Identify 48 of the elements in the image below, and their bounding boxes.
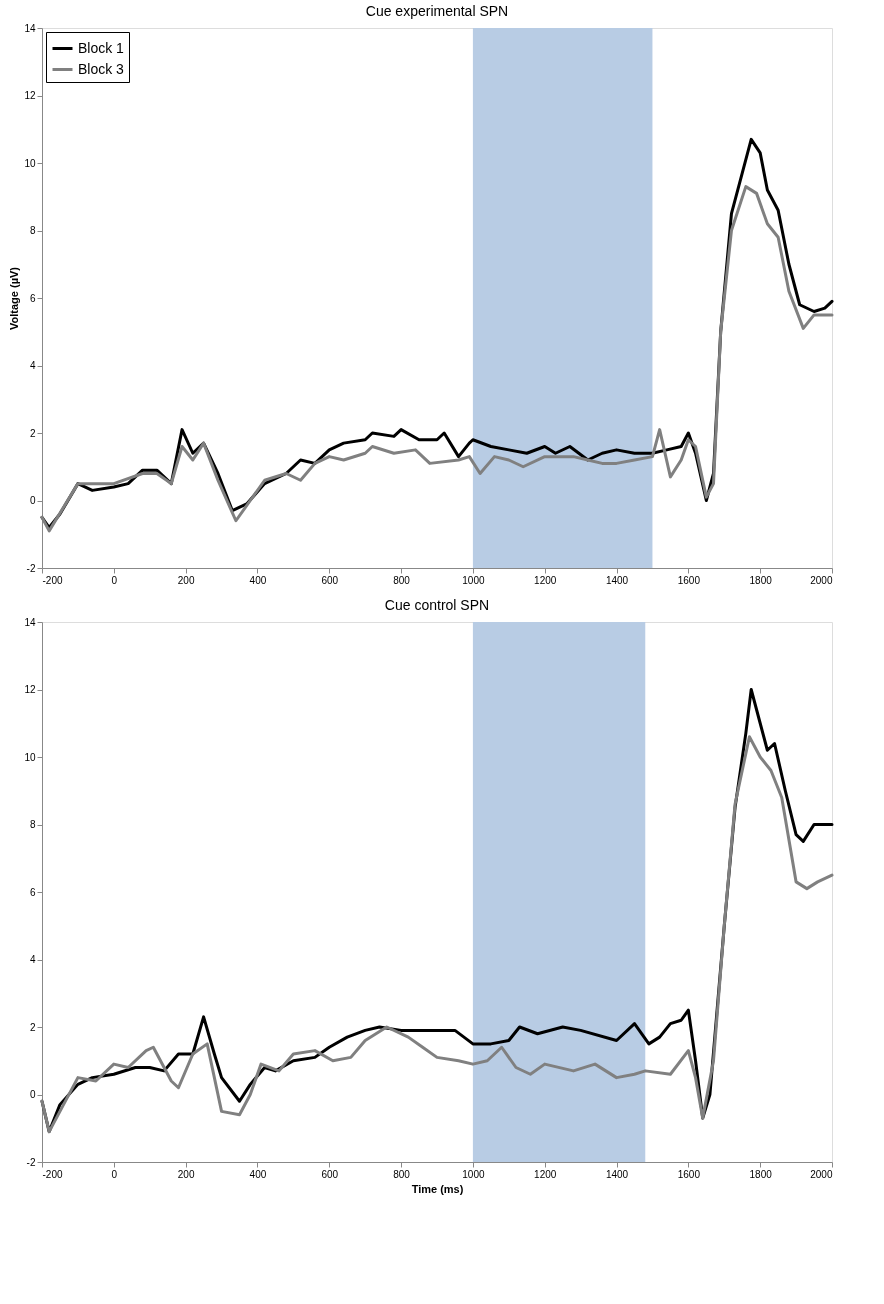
y-tick-label: 6 [29, 886, 36, 898]
x-tick-label: 1800 [749, 574, 773, 586]
chart-title: Cue experimental SPN [365, 3, 509, 19]
x-tick-label: 1600 [677, 1168, 701, 1180]
y-tick-label: 6 [29, 292, 36, 304]
y-tick-label: 8 [29, 225, 36, 236]
x-tick-label: 1400 [605, 574, 629, 586]
x-axis-title: Time (ms) [411, 1182, 464, 1195]
y-tick-label: 2 [29, 1021, 36, 1033]
x-tick-label: -200 [42, 1168, 63, 1180]
x-tick-label: 0 [111, 574, 118, 586]
legend-label: Block 3 [78, 60, 125, 77]
y-tick-label: 12 [24, 684, 36, 695]
x-tick-label: 800 [393, 1168, 411, 1180]
x-tick-label: 2000 [810, 574, 833, 586]
y-tick-label: 4 [29, 360, 36, 371]
y-tick-label: 14 [24, 22, 36, 34]
x-tick-label: -200 [42, 574, 63, 586]
legend-label: Block 1 [78, 39, 125, 56]
chart-title: Cue control SPN [384, 597, 490, 613]
y-tick-label: -2 [26, 1156, 36, 1168]
x-tick-label: 600 [321, 1168, 339, 1180]
y-axis-title: Voltage (µV) [8, 266, 21, 330]
x-tick-label: 1400 [605, 1168, 629, 1180]
y-tick-label: 0 [29, 495, 36, 506]
x-tick-label: 1200 [534, 1168, 557, 1180]
x-tick-label: 600 [321, 574, 339, 586]
y-tick-label: 10 [24, 751, 36, 763]
y-tick-label: 0 [29, 1089, 36, 1100]
x-tick-label: 1000 [462, 1168, 485, 1180]
x-tick-label: 400 [249, 574, 267, 586]
x-tick-label: 1000 [462, 574, 485, 586]
x-tick-label: 400 [249, 1168, 267, 1180]
x-tick-label: 1200 [534, 574, 557, 586]
y-tick-label: 10 [24, 157, 36, 169]
y-tick-label: 8 [29, 819, 36, 830]
x-tick-label: 800 [393, 574, 411, 586]
y-tick-label: 4 [29, 954, 36, 965]
x-tick-label: 2000 [810, 1168, 833, 1180]
x-tick-label: 1600 [677, 574, 701, 586]
x-tick-label: 200 [177, 1168, 195, 1180]
y-tick-label: 2 [29, 427, 36, 439]
x-tick-label: 200 [177, 574, 195, 586]
y-tick-label: 14 [24, 616, 36, 628]
x-tick-label: 1800 [749, 1168, 773, 1180]
y-tick-label: 12 [24, 90, 36, 101]
x-tick-label: 0 [111, 1168, 118, 1180]
y-tick-label: -2 [26, 562, 36, 574]
